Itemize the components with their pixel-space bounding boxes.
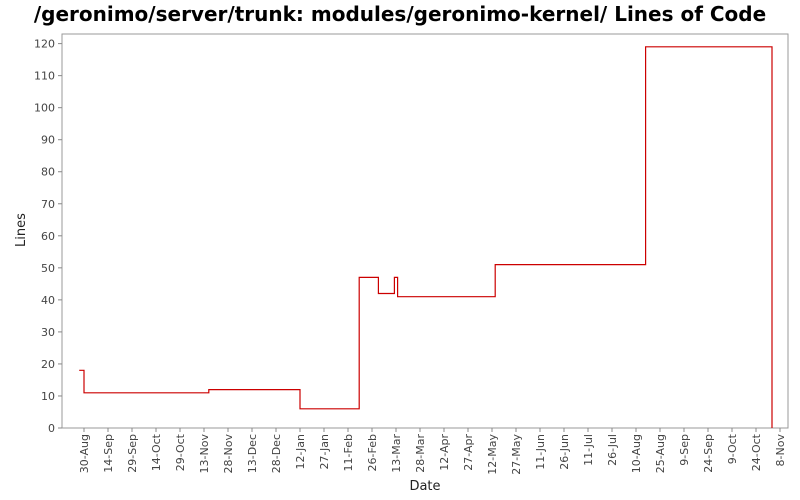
x-axis: 30-Aug 14-Sep 29-Sep 14-Oct 29-Oct 13-Nov 28-N… xyxy=(78,428,787,475)
x-tick-label: 28-Dec xyxy=(270,434,283,473)
y-tick-label: 70 xyxy=(41,198,55,211)
y-tick-label: 50 xyxy=(41,262,55,275)
x-tick-label: 24-Sep xyxy=(702,434,715,473)
x-tick-label: 28-Nov xyxy=(222,434,235,474)
x-tick-label: 24-Oct xyxy=(750,433,763,471)
x-tick-label: 28-Mar xyxy=(414,434,427,473)
x-tick-label: 13-Dec xyxy=(246,434,259,473)
y-tick-label: 80 xyxy=(41,166,55,179)
y-tick-label: 10 xyxy=(41,390,55,403)
y-tick-label: 110 xyxy=(34,70,55,83)
x-tick-label: 30-Aug xyxy=(78,434,91,473)
x-tick-label: 13-Nov xyxy=(198,434,211,474)
y-tick-label: 0 xyxy=(48,422,55,435)
y-axis: 0 10 20 30 40 50 60 70 80 90 100 110 120 xyxy=(34,38,62,435)
x-tick-label: 11-Jul xyxy=(582,434,595,466)
x-tick-label: 10-Aug xyxy=(630,434,643,473)
x-tick-label: 14-Sep xyxy=(102,434,115,473)
y-tick-label: 90 xyxy=(41,134,55,147)
x-tick-label: 25-Aug xyxy=(654,434,667,473)
y-tick-label: 60 xyxy=(41,230,55,243)
x-tick-label: 29-Oct xyxy=(174,433,187,471)
x-tick-label: 26-Jun xyxy=(558,434,571,470)
y-tick-label: 20 xyxy=(41,358,55,371)
y-axis-title: Lines xyxy=(14,213,29,247)
x-tick-label: 11-Feb xyxy=(342,434,355,471)
x-tick-label: 29-Sep xyxy=(126,434,139,473)
chart-title: /geronimo/server/trunk: modules/geronimo… xyxy=(33,2,767,26)
y-tick-label: 40 xyxy=(41,294,55,307)
x-tick-label: 9-Oct xyxy=(726,433,739,464)
y-tick-label: 30 xyxy=(41,326,55,339)
y-tick-label: 120 xyxy=(34,38,55,51)
x-axis-title: Date xyxy=(409,479,440,494)
x-tick-label: 13-Mar xyxy=(390,434,403,473)
x-tick-label: 12-Jan xyxy=(294,434,307,470)
x-tick-label: 27-Apr xyxy=(462,434,475,471)
x-tick-label: 27-May xyxy=(510,434,523,475)
x-tick-label: 11-Jun xyxy=(534,434,547,470)
x-tick-label: 12-May xyxy=(486,434,499,475)
x-tick-label: 26-Feb xyxy=(366,434,379,471)
x-tick-label: 14-Oct xyxy=(150,433,163,471)
x-tick-label: 9-Sep xyxy=(678,434,691,466)
plot-area xyxy=(61,33,789,429)
y-tick-label: 100 xyxy=(34,102,55,115)
x-tick-label: 27-Jan xyxy=(318,434,331,470)
x-tick-label: 8-Nov xyxy=(774,434,787,467)
series-layer xyxy=(79,46,773,428)
series-line xyxy=(79,46,773,428)
x-tick-label: 12-Apr xyxy=(438,434,451,471)
x-tick-label: 26-Jul xyxy=(606,434,619,466)
